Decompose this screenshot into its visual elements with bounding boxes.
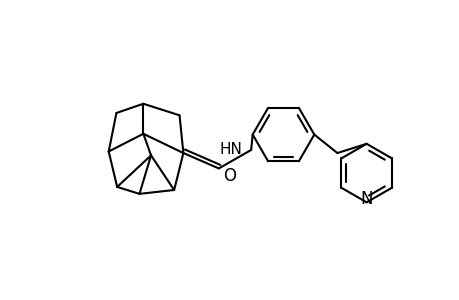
Text: O: O [222, 167, 235, 185]
Text: HN: HN [219, 142, 242, 157]
Text: N: N [359, 190, 372, 208]
